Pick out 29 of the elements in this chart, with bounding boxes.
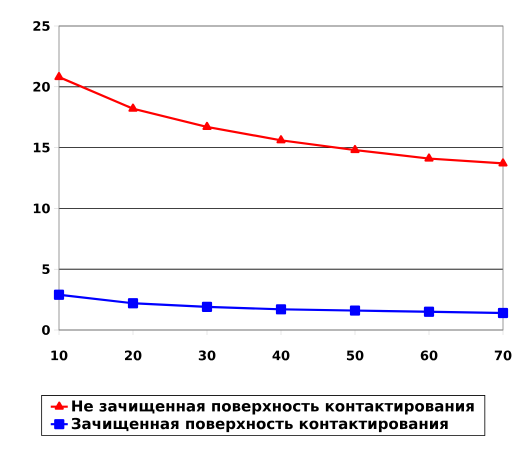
point [498, 158, 508, 167]
legend-label: Зачищенная поверхность контактирования [72, 418, 448, 432]
x-tick-label: 60 [420, 350, 438, 360]
x-tick-label: 70 [494, 350, 512, 360]
point [202, 302, 212, 312]
point [276, 304, 286, 314]
x-tick-label: 30 [198, 350, 216, 360]
legend-label: Не зачищенная поверхность контактирования [72, 400, 474, 415]
point [276, 135, 286, 144]
point [128, 298, 138, 308]
y-tick-label: 0 [42, 325, 50, 335]
x-tick-label: 20 [124, 350, 142, 360]
point [350, 305, 360, 316]
y-tick-label: 5 [42, 264, 50, 274]
point [498, 308, 508, 318]
point [128, 104, 138, 112]
y-tick-label: 20 [33, 82, 50, 92]
x-tick-label: 10 [51, 350, 68, 360]
y-tick-label: 15 [34, 142, 50, 152]
point [54, 72, 64, 80]
y-tick-label: 10 [34, 203, 50, 214]
point [424, 153, 434, 162]
point [350, 144, 360, 154]
y-tick-label: 25 [33, 21, 50, 31]
point [54, 290, 64, 300]
point [202, 122, 212, 130]
point [424, 306, 434, 317]
x-tick-label: 40 [272, 350, 290, 360]
x-tick-label: 50 [346, 350, 364, 360]
